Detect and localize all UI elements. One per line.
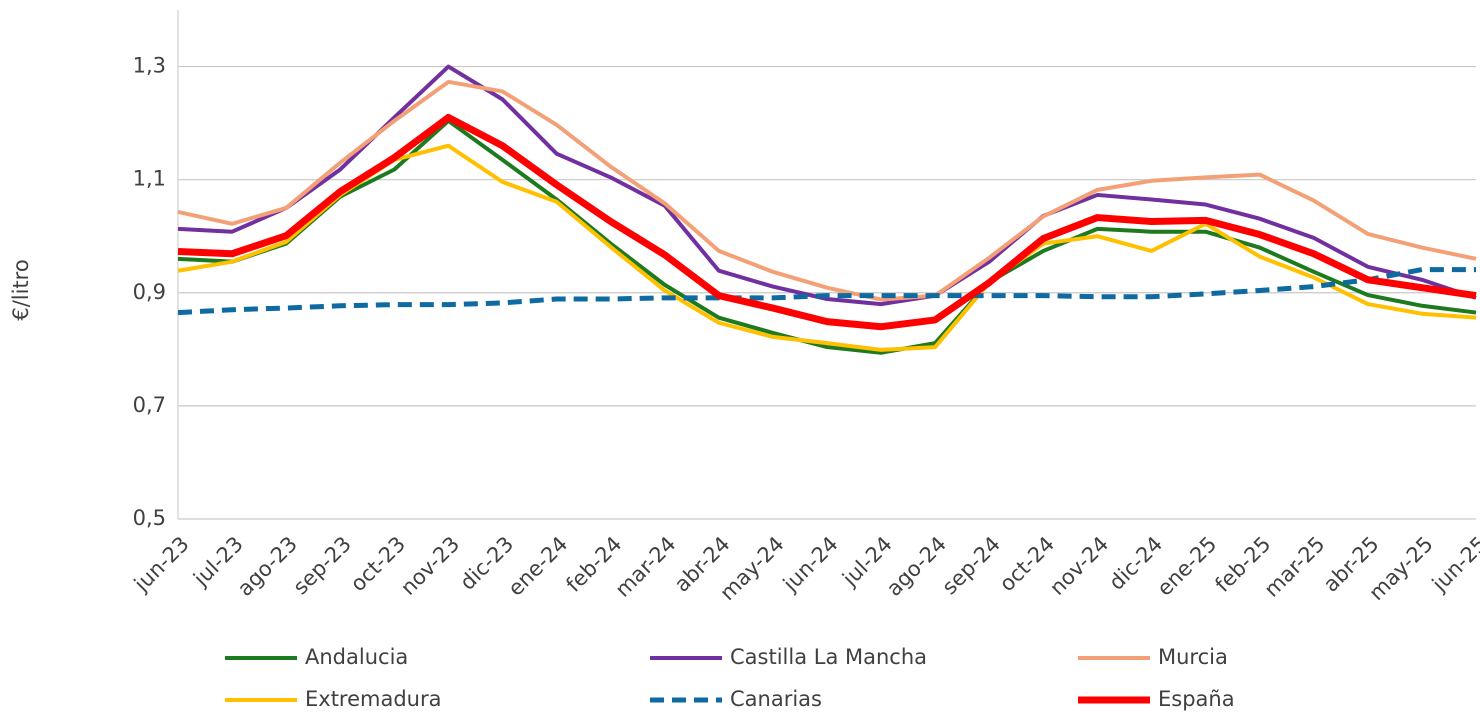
legend-label: Murcia xyxy=(1158,645,1228,669)
legend-label: Extremadura xyxy=(305,687,442,711)
x-tick-label: ene-25 xyxy=(1152,532,1221,601)
x-tick-label: nov-24 xyxy=(1045,532,1113,600)
series-line xyxy=(177,267,1476,316)
series-line xyxy=(177,113,1477,331)
x-tick-label: ago-24 xyxy=(882,532,951,601)
legend-label: Andalucia xyxy=(305,645,408,669)
x-tick-label: mar-25 xyxy=(1260,532,1330,602)
x-tick-label: ago-23 xyxy=(233,532,302,601)
y-tick-label: 0,9 xyxy=(133,280,166,304)
x-tick-label: jun-24 xyxy=(778,532,843,597)
x-tick-label: jun-23 xyxy=(129,532,194,597)
legend-label: Canarias xyxy=(730,687,822,711)
x-tick-label: nov-23 xyxy=(396,532,464,600)
x-tick-label: sep-24 xyxy=(937,532,1005,600)
x-tick-label: ene-24 xyxy=(503,532,572,601)
series-line xyxy=(177,79,1477,302)
y-tick-label: 1,3 xyxy=(133,54,166,78)
y-tick-label: 0,5 xyxy=(133,506,166,530)
legend-label: Castilla La Mancha xyxy=(730,645,927,669)
x-tick-label: jun-25 xyxy=(1427,532,1480,597)
series-line xyxy=(177,118,1477,355)
x-tick-label: sep-23 xyxy=(288,532,356,600)
y-tick-label: 1,1 xyxy=(133,167,166,191)
series-line xyxy=(177,64,1477,307)
legend-label: España xyxy=(1158,687,1235,711)
x-tick-label: mar-24 xyxy=(611,532,681,602)
y-axis-label: €/litro xyxy=(9,259,33,320)
y-tick-label: 0,7 xyxy=(133,393,166,417)
